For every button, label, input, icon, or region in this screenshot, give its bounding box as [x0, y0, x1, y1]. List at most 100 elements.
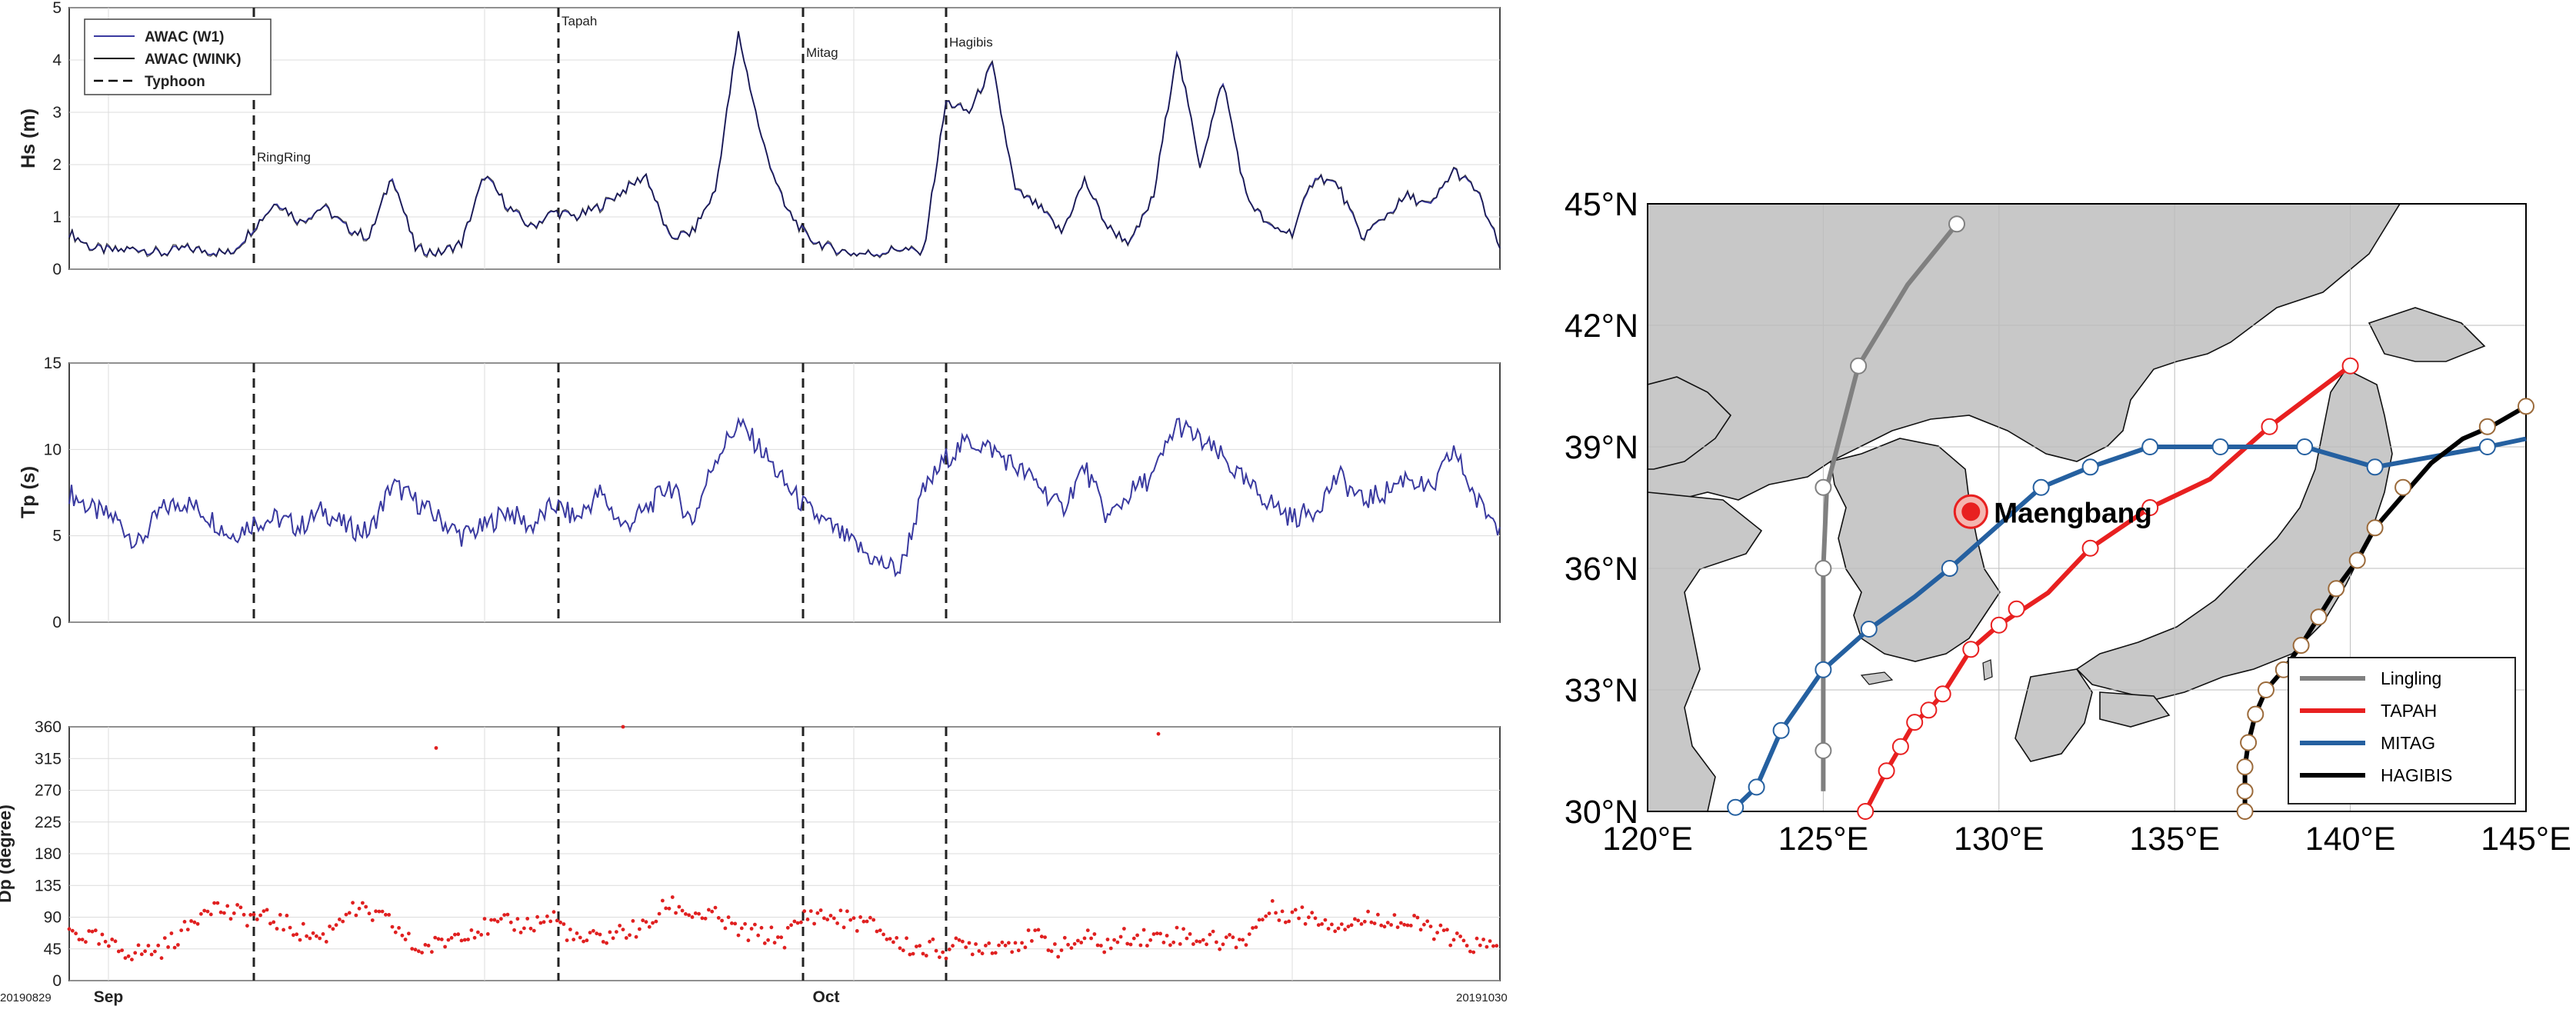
dp-point [84, 940, 88, 944]
dp-point [1131, 936, 1136, 941]
dp-point [107, 944, 111, 948]
dp-point [301, 921, 305, 926]
dp-point [1151, 932, 1156, 936]
dp-point [532, 928, 536, 933]
dp-point [693, 911, 698, 915]
dp-point [268, 921, 272, 926]
hs-ytick-label: 0 [52, 261, 62, 278]
dp-point [961, 939, 965, 944]
dp-ytick-label: 180 [35, 845, 62, 863]
dp-point [641, 918, 645, 923]
track-marker-mitag [1772, 721, 1790, 739]
dp-point [1099, 944, 1103, 948]
xtick-oct: Oct [812, 988, 839, 1006]
typhoon-annotation-hagibis: Hagibis [949, 35, 993, 49]
site-marker [1961, 502, 1981, 521]
tp-panel: 0 5 10 15 Tp (s) [18, 355, 1501, 631]
dp-point [1326, 927, 1331, 931]
dp-ytick-label: 360 [35, 718, 62, 736]
dp-point [684, 912, 688, 916]
track-marker-lingling [1815, 742, 1832, 759]
map-legend-mitag: MITAG [2381, 733, 2435, 753]
dp-point [967, 941, 971, 945]
dp-point [1102, 950, 1107, 954]
dp-point [367, 911, 372, 916]
dp-point [558, 920, 562, 924]
dp-point [110, 938, 115, 941]
dp-point [420, 951, 424, 954]
dp-point [855, 929, 859, 933]
hs-ytick-label: 5 [52, 0, 62, 17]
dp-point [1448, 943, 1453, 948]
dp-point [690, 915, 695, 919]
dp-point [878, 928, 882, 932]
dp-point [1405, 923, 1410, 928]
dp-point [792, 919, 797, 924]
dp-point [766, 938, 770, 942]
dp-ylabel: Dp (degree) [0, 804, 15, 903]
dp-point [954, 936, 958, 941]
dp-point [446, 938, 451, 942]
dp-point [1198, 940, 1202, 944]
dp-point [308, 936, 312, 941]
dp-point [605, 941, 608, 945]
dp-point [1079, 941, 1084, 944]
dp-point [265, 908, 269, 912]
dp-point [762, 941, 767, 945]
dp-outlier-point [1156, 731, 1161, 736]
dp-point [1122, 927, 1126, 931]
dp-point [403, 938, 408, 941]
dp-point [808, 909, 813, 913]
dp-point [103, 939, 108, 944]
dp-point [1297, 916, 1301, 921]
dp-point [611, 936, 615, 941]
dp-point [1481, 938, 1485, 941]
map-lon-label: 130°E [1954, 821, 2044, 858]
dp-point [572, 938, 576, 941]
dp-point [357, 906, 362, 911]
dp-point [410, 947, 415, 951]
dp-ytick-label: 315 [35, 750, 62, 768]
dp-point [1465, 944, 1469, 948]
dp-ytick-label: 270 [35, 782, 62, 800]
dp-point [1056, 954, 1061, 959]
dp-point [1201, 938, 1205, 942]
dp-point [555, 918, 559, 923]
track-marker-tapah [2081, 539, 2099, 557]
dp-point [697, 911, 701, 916]
dp-point [720, 918, 724, 923]
dp-point [1247, 932, 1251, 936]
dp-point [522, 926, 526, 931]
dp-point [1320, 922, 1324, 926]
dp-point [779, 935, 784, 940]
map-lat-label: 42°N [1565, 308, 1638, 345]
dp-point [915, 944, 918, 948]
dp-point [1188, 932, 1192, 936]
map-lat-label: 39°N [1565, 429, 1638, 466]
dp-point [1399, 921, 1403, 925]
dp-point [1428, 924, 1433, 928]
track-marker-mitag [1815, 661, 1832, 678]
dp-point [1000, 940, 1005, 944]
dp-point [1043, 935, 1047, 939]
dp-point [397, 926, 401, 930]
tp-ylabel: Tp (s) [18, 466, 39, 518]
dp-point [1244, 943, 1248, 947]
tp-plot-frame [68, 362, 1501, 623]
dp-point [433, 935, 438, 940]
dp-point [825, 918, 830, 921]
dp-point [1461, 938, 1466, 943]
dp-point [162, 936, 167, 940]
dp-point [288, 925, 292, 930]
dp-point [416, 949, 421, 954]
track-mitag [1734, 436, 2527, 809]
dp-point [1431, 937, 1436, 941]
dp-point [990, 951, 995, 955]
dp-point [1382, 924, 1387, 929]
track-marker-mitag [2478, 438, 2496, 455]
hs-ytick-label: 3 [52, 104, 62, 122]
dp-point [1059, 948, 1064, 952]
dp-point [146, 944, 151, 948]
dp-point [1468, 949, 1472, 954]
dp-point [459, 938, 464, 943]
